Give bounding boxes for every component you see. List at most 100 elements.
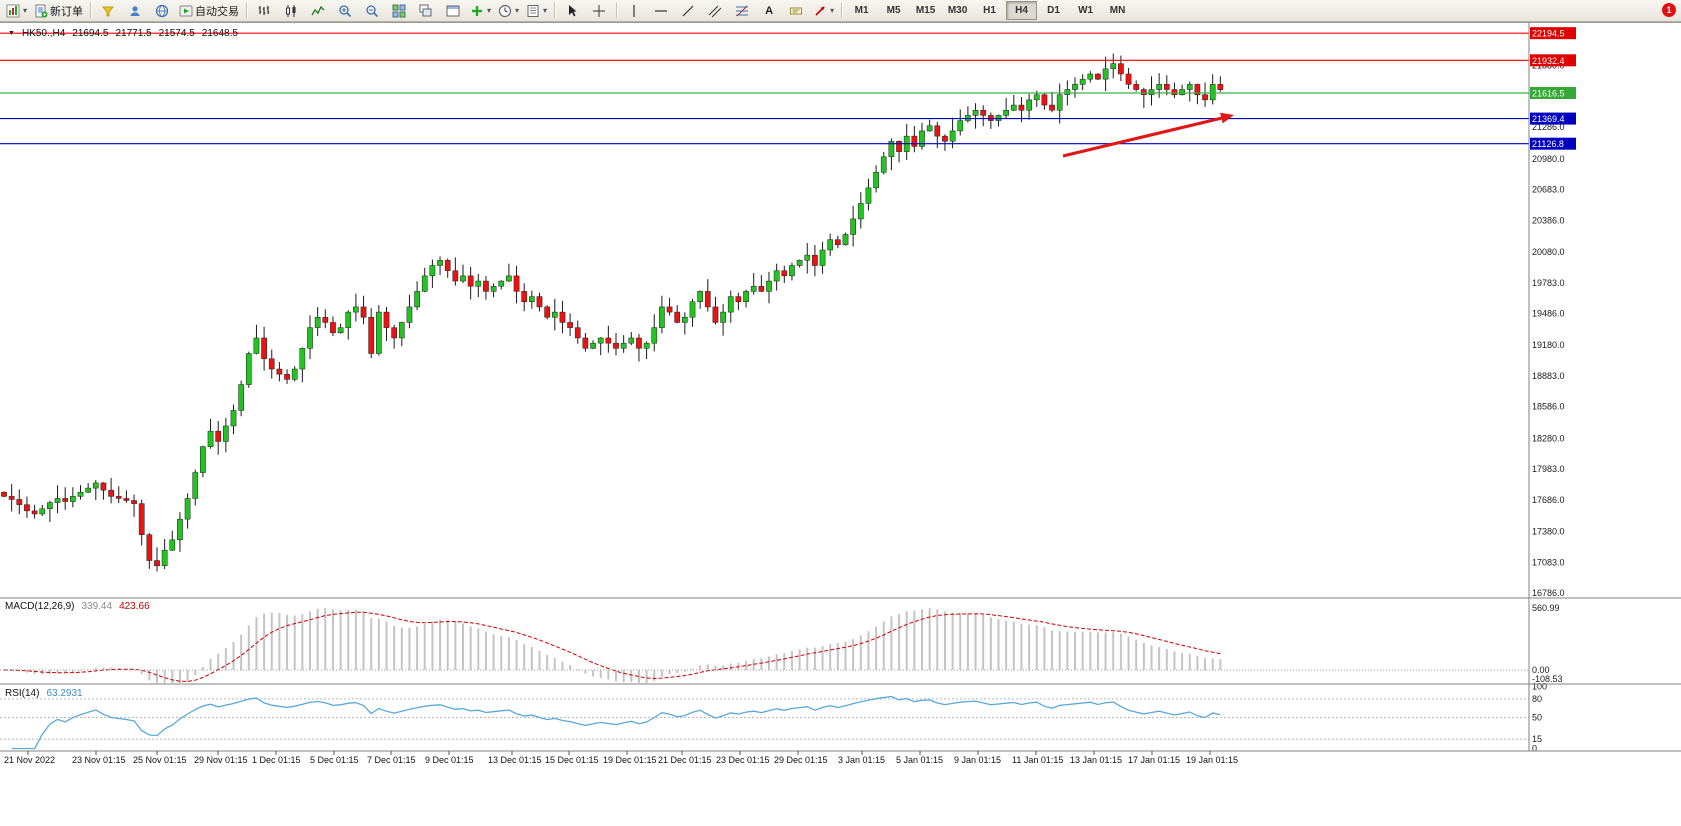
candle-body [957,120,964,132]
chevron-down-icon: ▾ [830,6,835,15]
candle-body [521,291,528,302]
candle-body [353,306,359,313]
chevron-down-icon: ▾ [515,6,520,15]
timeframe-d1-button[interactable]: D1 [1047,5,1060,16]
candle-body [1079,78,1086,85]
price-axis-label: 21286.0 [1532,122,1565,132]
candle-body [1148,89,1155,95]
candle-body [1010,104,1017,111]
candle-body [8,496,15,500]
arrows-tool-button[interactable]: ▾ [810,1,837,21]
time-axis-label: 5 Jan 01:15 [896,755,943,765]
price-axis-label: 20980.0 [1532,154,1565,164]
new-order-icon [35,4,48,17]
autotrade-button[interactable]: 自动交易 [176,1,242,21]
candle-body [766,280,772,292]
candle-body [574,327,581,339]
timeframe-h4-button[interactable]: H4 [1006,1,1038,20]
arrange-windows-button[interactable] [440,1,466,21]
crosshair-tool-button[interactable] [586,1,612,21]
candle-body [1171,89,1178,95]
candle-body [926,125,933,132]
periods-button[interactable]: ▾ [495,1,522,21]
bar-chart-button[interactable] [251,1,277,21]
line-chart-button[interactable] [305,1,331,21]
timeframe-m30-button[interactable]: M30 [947,5,968,16]
candle-body [207,430,214,447]
candle-body [307,327,313,349]
price-axis-label: 19180.0 [1532,340,1565,350]
fibonacci-tool-button[interactable] [729,1,755,21]
candle-body [268,358,275,370]
channel-tool-button[interactable] [702,1,728,21]
candle-body [54,498,61,503]
horizontal-line-tool-button[interactable] [648,1,674,21]
candle-body [972,109,979,116]
cursor-tool-button[interactable] [559,1,585,21]
text-tool-button[interactable]: A [756,1,782,21]
templates-button[interactable]: ▾ [523,1,550,21]
autotrade-play-icon [179,5,193,16]
tile-windows-button[interactable] [386,1,412,21]
timeframe-m15-button[interactable]: M15 [915,5,936,16]
zoom-in-button[interactable] [332,1,358,21]
cascade-windows-icon [419,4,432,16]
candle-body [100,482,107,491]
notification-badge[interactable]: 1 [1662,3,1676,17]
new-chart-button[interactable]: ▾ [3,1,30,21]
candle-body [146,534,153,561]
rsi-pane-header: RSI(14) 63.2931 [5,688,83,699]
candle-body [896,141,902,152]
cascade-windows-button[interactable] [413,1,439,21]
timeframe-mn-button[interactable]: MN [1109,5,1126,16]
indicators-button[interactable]: ▾ [467,1,494,21]
candle-body [406,306,413,323]
vertical-line-tool-button[interactable] [621,1,647,21]
candle-body [659,306,665,328]
accounts-button[interactable] [122,1,148,21]
time-axis-label: 29 Nov 01:15 [194,755,248,765]
horizontal-line-icon [655,9,668,12]
macd-signal-value: 423.66 [119,601,150,612]
time-axis-label: 5 Dec 01:15 [310,755,359,765]
price-line-badge-label: 22194.5 [1532,29,1565,39]
price-axis-label: 19783.0 [1532,278,1565,288]
chart-area: 21880.021286.020980.020683.020386.020080… [0,22,1681,826]
toolbar-separator [90,3,92,18]
candle-body [1110,63,1117,70]
candle-body [1003,109,1009,116]
candlestick-chart-button[interactable] [278,1,304,21]
label-tool-button[interactable] [783,1,809,21]
timeframe-m5-button[interactable]: M5 [886,5,901,16]
zoom-out-button[interactable] [359,1,385,21]
timeframe-h1-button[interactable]: H1 [983,5,996,16]
timeframe-m1-button[interactable]: M1 [854,5,869,16]
candle-body [1133,84,1140,90]
price-axis-label: 17380.0 [1532,527,1565,537]
candle-body [880,156,887,173]
candle-body [789,265,795,277]
candle-body [582,337,589,349]
chart-canvas[interactable]: 21880.021286.020980.020683.020386.020080… [0,23,1681,826]
symbol-menu-icon[interactable]: ▼ [8,30,15,37]
new-order-button[interactable]: 新订单 [31,1,86,21]
candle-body [460,275,466,282]
candle-body [192,472,199,499]
timeframe-w1-button[interactable]: W1 [1078,5,1094,16]
candle-body [674,311,681,323]
rsi-axis-label: 0 [1532,744,1537,754]
candle-body [643,342,650,349]
candle-body [1156,84,1163,90]
candle-body [666,306,673,313]
text-icon: A [765,4,774,17]
candle-body [360,306,367,318]
web-terminal-button[interactable] [149,1,175,21]
candle-body [842,234,849,246]
trendline-tool-button[interactable] [675,1,701,21]
candle-body [337,327,344,334]
time-axis-label: 21 Dec 01:15 [658,755,712,765]
market-watch-button[interactable] [95,1,121,21]
price-line-badge-label: 21932.4 [1532,56,1565,66]
candle-body [636,337,642,349]
trend-arrow[interactable] [1062,116,1223,158]
